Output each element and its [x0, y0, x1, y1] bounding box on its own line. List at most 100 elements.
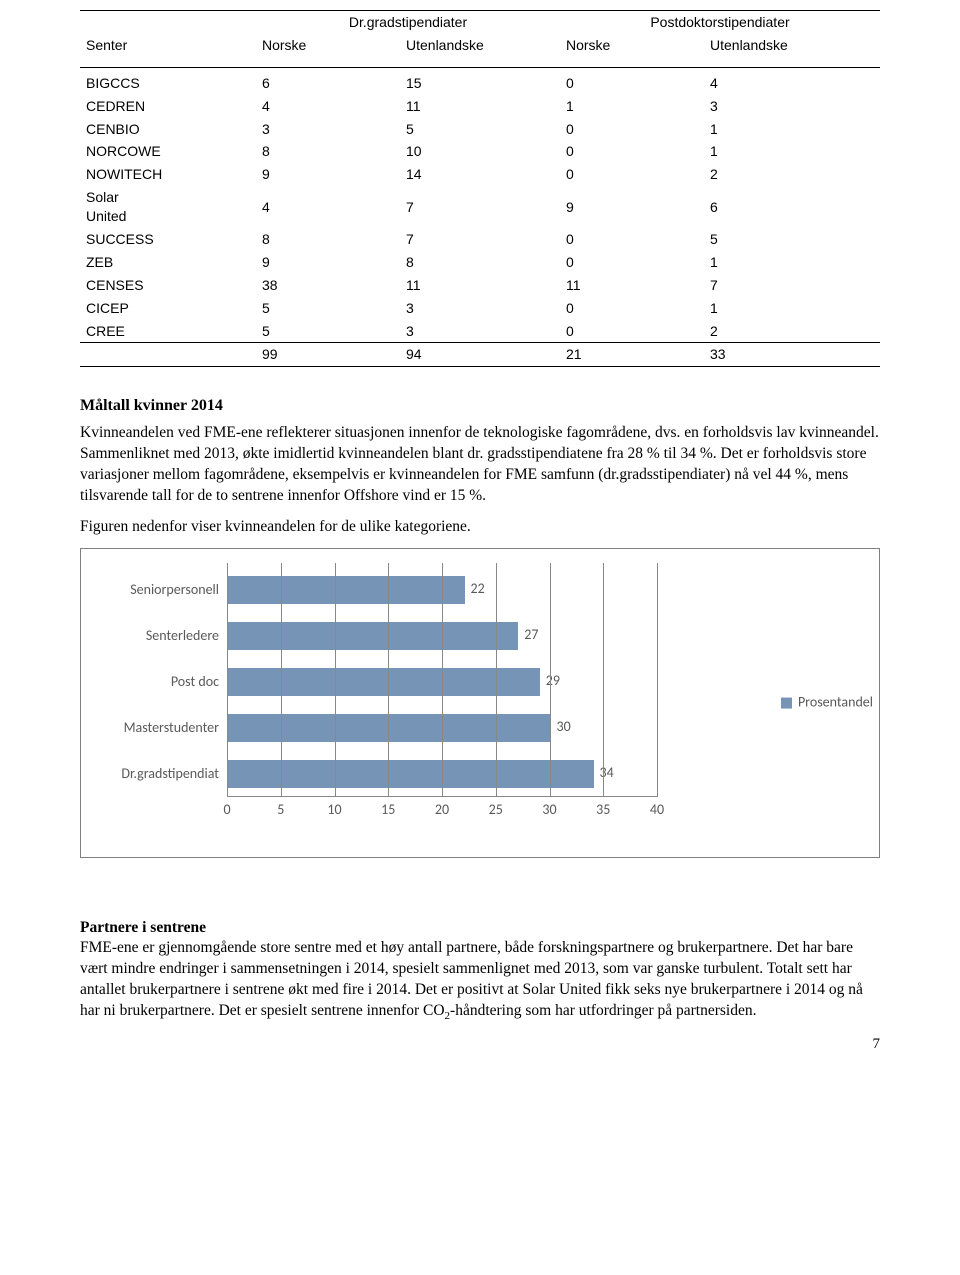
chart-x-tick: 40 [650, 801, 664, 820]
chart-bar-value: 27 [524, 626, 538, 645]
row-name: CEDREN [80, 95, 256, 118]
table-row: SolarUnited4796 [80, 186, 880, 228]
total-1: 94 [400, 343, 560, 367]
total-2: 21 [560, 343, 704, 367]
table-row: NOWITECH91402 [80, 163, 880, 186]
row-value: 5 [256, 320, 400, 343]
row-name: NOWITECH [80, 163, 256, 186]
row-value: 2 [704, 163, 880, 186]
table-row: CENSES3811117 [80, 274, 880, 297]
row-value: 5 [704, 228, 880, 251]
row-name: CENSES [80, 274, 256, 297]
row-value: 9 [256, 163, 400, 186]
chart-bar [228, 576, 465, 604]
row-value: 9 [560, 186, 704, 228]
section-maltall-title: Måltall kvinner 2014 [80, 395, 880, 417]
chart-bar [228, 622, 518, 650]
row-value: 11 [400, 274, 560, 297]
chart-bar [228, 760, 594, 788]
chart-y-label: Dr.gradstipendiat [99, 764, 219, 784]
chart-y-label: Masterstudenter [99, 718, 219, 738]
table-row: BIGCCS61504 [80, 67, 880, 94]
row-value: 0 [560, 118, 704, 141]
chart-gridline [550, 563, 551, 797]
chart-x-tick: 10 [327, 801, 341, 820]
chart-x-tick: 20 [435, 801, 449, 820]
chart-gridline [388, 563, 389, 797]
row-value: 7 [704, 274, 880, 297]
chart-gridline [603, 563, 604, 797]
chart-y-label: Seniorpersonell [99, 580, 219, 600]
row-value: 5 [256, 297, 400, 320]
chart-gridline [442, 563, 443, 797]
kvinneandel-chart: Seniorpersonell Senterledere Post doc Maste… [80, 548, 880, 858]
chart-x-tick: 35 [596, 801, 610, 820]
row-value: 0 [560, 297, 704, 320]
col-group-postdoc: Postdoktorstipendiater [560, 11, 880, 34]
col-norske1: Norske [256, 34, 400, 67]
row-name: CENBIO [80, 118, 256, 141]
row-value: 3 [256, 118, 400, 141]
chart-x-tick: 25 [489, 801, 503, 820]
row-value: 8 [256, 228, 400, 251]
total-3: 33 [704, 343, 880, 367]
section-partnere-title: Partnere i sentrene [80, 919, 206, 936]
row-name: SolarUnited [80, 186, 256, 228]
table-row: NORCOWE81001 [80, 140, 880, 163]
chart-bar-row: 27 [228, 622, 538, 650]
table-row: ZEB9801 [80, 251, 880, 274]
chart-bar-row: 29 [228, 668, 560, 696]
row-value: 8 [400, 251, 560, 274]
chart-x-tick: 30 [542, 801, 556, 820]
col-utenlandske2: Utenlandske [704, 34, 880, 67]
table-row: CICEP5301 [80, 297, 880, 320]
row-value: 0 [560, 251, 704, 274]
chart-bar-row: 22 [228, 576, 485, 604]
row-value: 2 [704, 320, 880, 343]
row-name: CICEP [80, 297, 256, 320]
row-name: SUCCESS [80, 228, 256, 251]
row-name: CREE [80, 320, 256, 343]
row-value: 3 [400, 297, 560, 320]
row-value: 7 [400, 186, 560, 228]
row-value: 6 [704, 186, 880, 228]
section-maltall-p1: Kvinneandelen ved FME-ene reflekterer si… [80, 423, 880, 507]
stipendiat-table: Dr.gradstipendiater Postdoktorstipendiat… [80, 10, 880, 367]
chart-bar-value: 34 [600, 764, 614, 783]
row-value: 0 [560, 67, 704, 94]
chart-gridline [496, 563, 497, 797]
chart-bar [228, 668, 540, 696]
table-row: SUCCESS8705 [80, 228, 880, 251]
chart-y-label: Post doc [99, 672, 219, 692]
row-value: 7 [400, 228, 560, 251]
table-row: CEDREN41113 [80, 95, 880, 118]
row-value: 1 [704, 251, 880, 274]
col-norske2: Norske [560, 34, 704, 67]
legend-swatch-icon [781, 697, 792, 708]
row-value: 3 [704, 95, 880, 118]
row-value: 8 [256, 140, 400, 163]
chart-gridline [281, 563, 282, 797]
section-partnere: Partnere i sentrene FME-ene er gjennomgå… [80, 918, 880, 1025]
row-name: BIGCCS [80, 67, 256, 94]
row-value: 15 [400, 67, 560, 94]
row-value: 38 [256, 274, 400, 297]
chart-bar-value: 30 [557, 718, 571, 737]
section-partnere-body-post: -håndtering som har utfordringer på part… [450, 1002, 756, 1019]
chart-y-label: Senterledere [99, 626, 219, 646]
row-value: 1 [704, 297, 880, 320]
chart-gridline [657, 563, 658, 797]
chart-bar-value: 29 [546, 672, 560, 691]
row-name: NORCOWE [80, 140, 256, 163]
chart-bar [228, 714, 551, 742]
chart-gridline [335, 563, 336, 797]
chart-legend: Prosentandel [781, 693, 873, 712]
page-number: 7 [80, 1034, 880, 1054]
chart-bar-value: 22 [471, 580, 485, 599]
chart-bar-row: 34 [228, 760, 614, 788]
row-value: 9 [256, 251, 400, 274]
row-value: 4 [256, 95, 400, 118]
row-value: 10 [400, 140, 560, 163]
row-value: 5 [400, 118, 560, 141]
row-value: 11 [560, 274, 704, 297]
